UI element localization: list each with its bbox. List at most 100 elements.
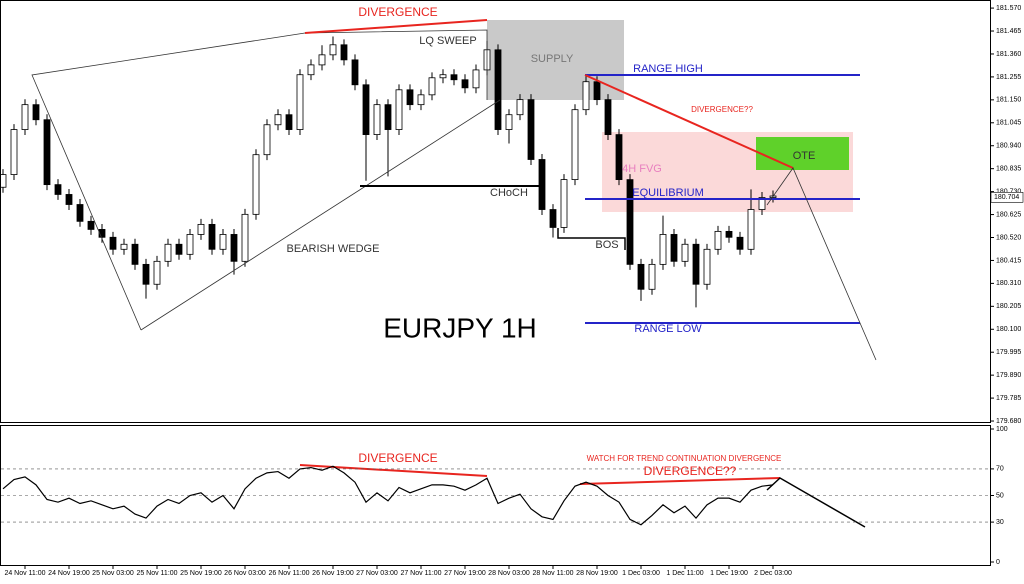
candle-body [76,204,84,222]
candle-body [87,220,95,230]
candle-body [362,84,370,135]
candle-body [604,99,612,135]
y-tick-label: 180.100 [996,326,1021,333]
candle-body [318,54,326,66]
annotation: RANGE LOW [634,323,702,335]
candle-body [351,59,359,86]
y-tick-label: 100 [996,426,1008,433]
annotation: CHoCH [490,187,528,199]
candle-body [406,89,414,106]
candle-body [0,174,7,188]
candle-body [109,236,117,250]
y-tick-label: 181.570 [996,5,1021,12]
candle-body [681,243,689,262]
rsi-projection [766,477,866,528]
last-price-label: 180.704 [994,194,1019,201]
candle-body [208,223,216,250]
candle-body [725,230,733,238]
x-tick-label: 24 Nov 19:00 [48,570,90,577]
x-tick-label: 1 Dec 03:00 [622,570,660,577]
y-tick-label: 50 [996,492,1004,499]
y-tick-label: 180.940 [996,143,1021,150]
rsi-divergence-line [579,477,781,485]
annotation: OTE [793,150,816,162]
candle-body [263,124,271,156]
candle-body [230,234,238,262]
projection [766,167,877,361]
x-tick-label: 28 Nov 03:00 [488,570,530,577]
candle-body [472,69,480,89]
candle-body [274,114,282,126]
candle-body [637,263,645,290]
annotation: BOS [595,239,618,251]
candle-body [571,109,579,181]
candle-body [670,234,678,262]
candle-body [32,104,40,121]
candle-body [747,209,755,250]
x-tick-label: 25 Nov 03:00 [92,570,134,577]
x-tick-label: 24 Nov 11:00 [4,570,45,577]
annotation: EQUILIBRIUM [632,187,704,199]
x-tick-label: 26 Nov 19:00 [312,570,354,577]
candle-body [428,77,436,96]
y-tick-label: 180.415 [996,257,1021,264]
candle-body [285,114,293,130]
annotation: DIVERGENCE?? [691,105,753,114]
rsi-line [2,465,774,526]
y-tick-label: 180.205 [996,303,1021,310]
candle-body [659,234,667,265]
y-tick-label: 179.995 [996,349,1021,356]
candle-body [549,209,557,228]
y-tick-label: 70 [996,466,1004,473]
candle-body [164,243,172,262]
candle-body [450,74,458,81]
annotation: DIVERGENCE?? [644,464,737,478]
candle-body [714,230,722,250]
candle-body [252,154,260,215]
candle-body [494,49,502,130]
y-tick-label: 181.465 [996,28,1021,35]
candle-body [43,119,51,186]
candle-body [626,179,634,265]
x-tick-label: 25 Nov 11:00 [136,570,177,577]
x-tick-label: 1 Dec 11:00 [666,570,703,577]
candle-body [131,243,139,265]
annotation: BEARISH WEDGE [287,243,380,255]
candle-body [615,134,623,181]
candle-body [241,213,249,262]
candle-body [54,184,62,195]
annotation: DIVERGENCE [358,451,437,465]
y-tick-label: 180.730 [996,188,1021,195]
candle-body [395,89,403,130]
x-tick-label: 27 Nov 03:00 [356,570,398,577]
x-tick-label: 26 Nov 03:00 [224,570,266,577]
y-tick-label: 180.520 [996,234,1021,241]
candle-body [21,104,29,130]
candle-body [329,44,337,56]
y-tick-label: 181.045 [996,120,1021,127]
candle-body [648,263,656,290]
ote-zone [756,137,849,170]
candle-body [296,74,304,130]
candle-body [527,99,535,160]
x-tick-label: 28 Nov 11:00 [532,570,573,577]
candle-body [516,99,524,116]
candle-body [153,260,161,285]
y-tick-label: 181.150 [996,97,1021,104]
supply-zone [487,20,624,100]
candle-body [703,248,711,285]
candle-body [758,197,766,210]
annotation: WATCH FOR TREND CONTINUATION DIVERGENCE [587,454,782,463]
annotation: 4H FVG [622,163,662,175]
candle-body [505,114,513,130]
candle-body [175,243,183,255]
candle-body [692,243,700,285]
candle-body [736,236,744,250]
candle-body [142,263,150,285]
y-tick-label: 180.310 [996,280,1021,287]
candle-body [307,64,315,76]
y-tick-label: 180.835 [996,166,1021,173]
x-tick-label: 25 Nov 19:00 [180,570,222,577]
y-tick-label: 179.680 [996,418,1021,425]
